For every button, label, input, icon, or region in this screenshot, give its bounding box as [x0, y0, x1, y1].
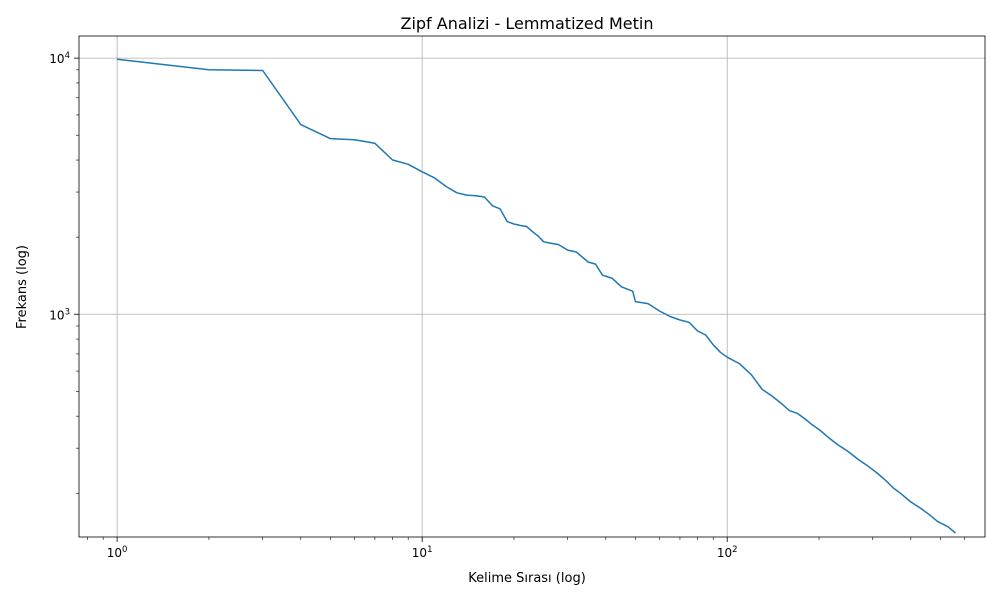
chart-title: Zipf Analizi - Lemmatized Metin	[400, 14, 653, 33]
x-axis-label: Kelime Sırası (log)	[468, 571, 586, 586]
tick-layer: 100 101 102 103 104	[49, 51, 965, 560]
x-tick-label: 101	[412, 545, 433, 560]
y-tick-label: 104	[49, 51, 70, 66]
x-tick-label: 102	[717, 545, 738, 560]
x-tick-label: 100	[107, 545, 128, 560]
series-line	[117, 58, 956, 534]
y-tick-label: 103	[49, 307, 70, 322]
grid-layer	[79, 36, 985, 537]
y-axis-label: Frekans (log)	[15, 245, 30, 329]
plot-frame	[78, 35, 986, 538]
